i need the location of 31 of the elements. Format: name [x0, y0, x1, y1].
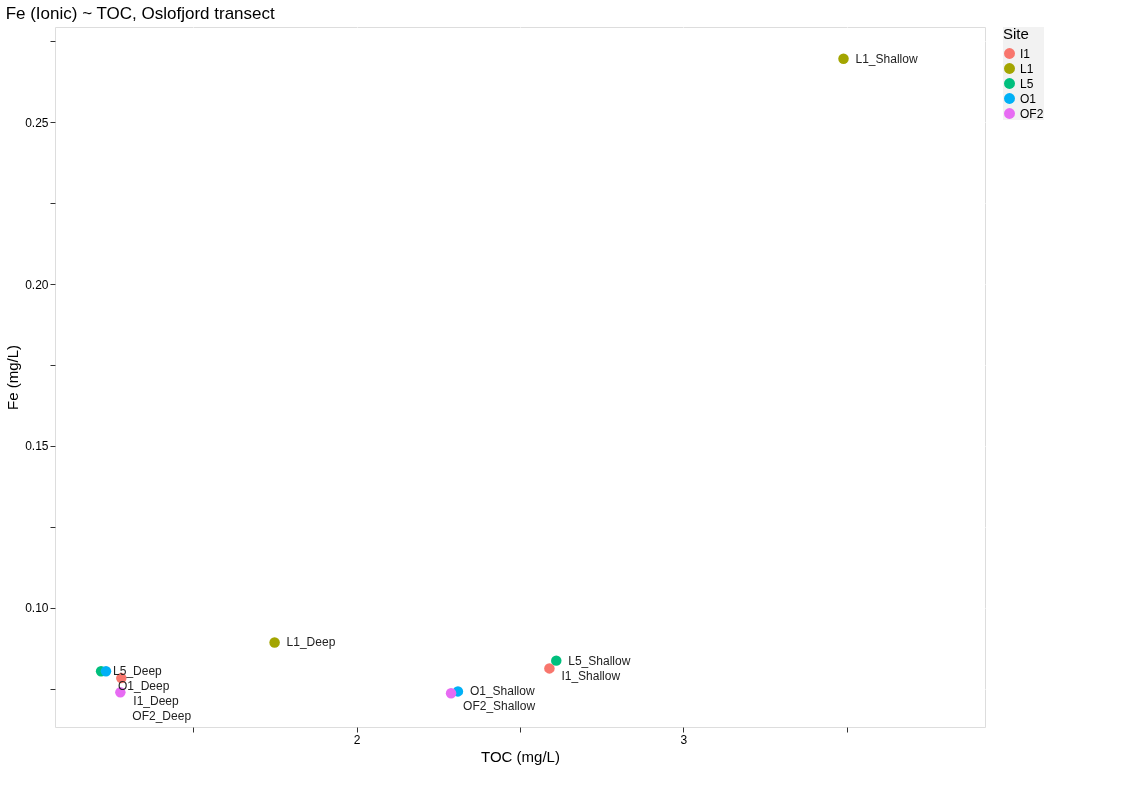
- x-tick-label: 2: [353, 732, 361, 747]
- y-axis-title: Fe (mg/L): [4, 344, 22, 411]
- y-tick-label: 0.20: [25, 277, 49, 292]
- annotation: O1_Deep: [117, 679, 170, 694]
- y-tick-label: 0.15: [25, 439, 49, 454]
- legend-label: L5: [1020, 76, 1034, 91]
- annotation: OF2_Shallow: [463, 699, 536, 714]
- annotation: L1_Deep: [286, 635, 336, 650]
- point: [551, 655, 562, 666]
- x-axis-title: TOC (mg/L): [481, 747, 560, 765]
- x-tick-label: 3: [680, 732, 688, 747]
- point: [838, 53, 849, 64]
- annotation: I1_Shallow: [561, 668, 621, 683]
- annotation: O1_Shallow: [469, 684, 535, 699]
- chart-title: Fe (Ionic) ~ TOC, Oslofjord transect: [5, 4, 276, 23]
- y-tick-label: 0.10: [25, 601, 49, 616]
- y-tick-label: 0.25: [25, 115, 49, 130]
- point: [100, 666, 112, 677]
- legend-label: OF2: [1020, 106, 1044, 121]
- legend-label: I1: [1020, 46, 1031, 61]
- annotation: L5_Shallow: [568, 653, 631, 668]
- legend-label: O1: [1020, 91, 1037, 106]
- legend-label: L1: [1020, 61, 1034, 76]
- legend-title: Site: [1003, 25, 1029, 42]
- point: [445, 688, 457, 699]
- point: [269, 637, 280, 648]
- annotation: L1_Shallow: [855, 51, 918, 66]
- point: [544, 663, 555, 674]
- annotation: I1_Deep: [133, 694, 180, 709]
- annotation: L5_Deep: [113, 664, 163, 679]
- annotation: OF2_Deep: [132, 709, 192, 724]
